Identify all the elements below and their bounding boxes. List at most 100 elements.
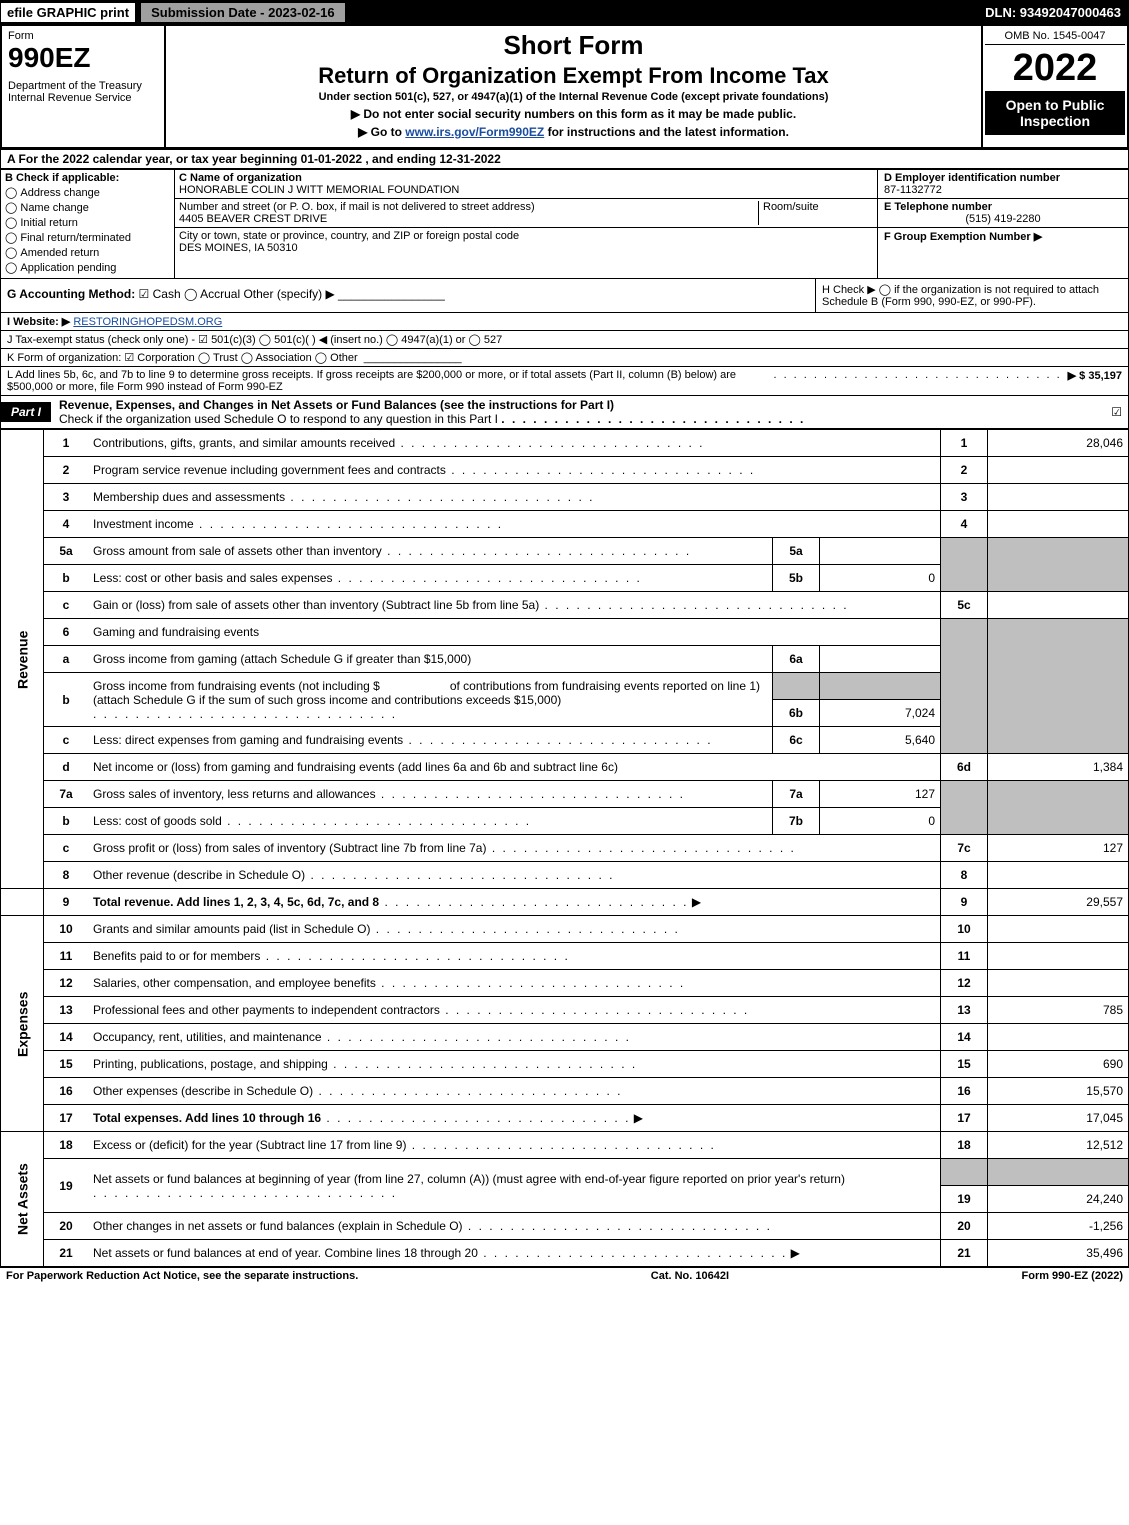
i-label: I Website: ▶ bbox=[7, 316, 70, 328]
info-grid: B Check if applicable: ◯ Address change … bbox=[0, 169, 1129, 279]
ln-5c: c bbox=[44, 592, 89, 619]
omb-number: OMB No. 1545-0047 bbox=[985, 28, 1125, 45]
k-text: K Form of organization: ☑ Corporation ◯ … bbox=[7, 352, 358, 364]
desc-9: Total revenue. Add lines 1, 2, 3, 4, 5c,… bbox=[88, 889, 941, 916]
title-box: Short Form Return of Organization Exempt… bbox=[166, 26, 983, 147]
num-1: 1 bbox=[941, 430, 988, 457]
g-other[interactable]: Other (specify) ▶ ________________ bbox=[243, 287, 444, 301]
ln-20: 20 bbox=[44, 1213, 89, 1240]
note-goto-post: for instructions and the latest informat… bbox=[544, 125, 789, 139]
form-number-box: Form 990EZ Department of the Treasury In… bbox=[2, 26, 166, 147]
num-4: 4 bbox=[941, 511, 988, 538]
desc-7b: Less: cost of goods sold bbox=[88, 808, 773, 835]
desc-5c: Gain or (loss) from sale of assets other… bbox=[88, 592, 941, 619]
num-6d: 6d bbox=[941, 754, 988, 781]
ln-18: 18 bbox=[44, 1132, 89, 1159]
val-12 bbox=[988, 970, 1129, 997]
desc-15: Printing, publications, postage, and shi… bbox=[88, 1051, 941, 1078]
ln-6a: a bbox=[44, 646, 89, 673]
num-17: 17 bbox=[941, 1105, 988, 1132]
num-20: 20 bbox=[941, 1213, 988, 1240]
sidebar-expenses: Expenses bbox=[1, 916, 44, 1132]
c-name-cell: C Name of organization HONORABLE COLIN J… bbox=[175, 170, 877, 199]
part1-checkbox[interactable]: ☑ bbox=[1105, 403, 1128, 421]
e-label: E Telephone number bbox=[884, 201, 1122, 213]
ln-21: 21 bbox=[44, 1240, 89, 1267]
row-l-gross-receipts: L Add lines 5b, 6c, and 7b to line 9 to … bbox=[0, 367, 1129, 396]
efile-label[interactable]: efile GRAPHIC print bbox=[0, 2, 136, 23]
desc-7c: Gross profit or (loss) from sales of inv… bbox=[88, 835, 941, 862]
num-3: 3 bbox=[941, 484, 988, 511]
num-15: 15 bbox=[941, 1051, 988, 1078]
irs-link[interactable]: www.irs.gov/Form990EZ bbox=[405, 125, 544, 139]
val-10 bbox=[988, 916, 1129, 943]
ln-14: 14 bbox=[44, 1024, 89, 1051]
sidebar-revenue: Revenue bbox=[1, 430, 44, 889]
desc-18: Excess or (deficit) for the year (Subtra… bbox=[88, 1132, 941, 1159]
desc-1: Contributions, gifts, grants, and simila… bbox=[88, 430, 941, 457]
desc-8: Other revenue (describe in Schedule O) bbox=[88, 862, 941, 889]
desc-3: Membership dues and assessments bbox=[88, 484, 941, 511]
short-form-title: Short Form bbox=[174, 30, 973, 61]
part1-table: Revenue 1 Contributions, gifts, grants, … bbox=[0, 429, 1129, 1267]
val-14 bbox=[988, 1024, 1129, 1051]
num-21: 21 bbox=[941, 1240, 988, 1267]
part1-header: Part I Revenue, Expenses, and Changes in… bbox=[0, 396, 1129, 429]
cb-address-change[interactable]: ◯ Address change bbox=[5, 186, 170, 199]
ln-2: 2 bbox=[44, 457, 89, 484]
h-schedule-b[interactable]: H Check ▶ ◯ if the organization is not r… bbox=[815, 279, 1128, 312]
ln-4: 4 bbox=[44, 511, 89, 538]
g-accounting: G Accounting Method: ☑ Cash ◯ Accrual Ot… bbox=[1, 279, 815, 312]
footer-cat-no: Cat. No. 10642I bbox=[651, 1270, 729, 1282]
ln-12: 12 bbox=[44, 970, 89, 997]
num-12: 12 bbox=[941, 970, 988, 997]
val-7c: 127 bbox=[988, 835, 1129, 862]
row-g-h: G Accounting Method: ☑ Cash ◯ Accrual Ot… bbox=[0, 279, 1129, 313]
desc-4: Investment income bbox=[88, 511, 941, 538]
cb-final-return[interactable]: ◯ Final return/terminated bbox=[5, 231, 170, 244]
shade-19 bbox=[941, 1159, 988, 1186]
page-footer: For Paperwork Reduction Act Notice, see … bbox=[0, 1267, 1129, 1284]
val-3 bbox=[988, 484, 1129, 511]
ln-1: 1 bbox=[44, 430, 89, 457]
num-9: 9 bbox=[941, 889, 988, 916]
l-text: L Add lines 5b, 6c, and 7b to line 9 to … bbox=[7, 369, 773, 393]
main-title: Return of Organization Exempt From Incom… bbox=[174, 63, 973, 89]
website-link[interactable]: RESTORINGHOPEDSM.ORG bbox=[73, 316, 222, 328]
l-amount: ▶ $ 35,197 bbox=[1062, 369, 1122, 393]
subval-7b: 0 bbox=[820, 808, 941, 835]
desc-13: Professional fees and other payments to … bbox=[88, 997, 941, 1024]
val-15: 690 bbox=[988, 1051, 1129, 1078]
num-19: 19 bbox=[941, 1186, 988, 1213]
sub-7a: 7a bbox=[773, 781, 820, 808]
cb-name-change[interactable]: ◯ Name change bbox=[5, 201, 170, 214]
note-goto-pre: ▶ Go to bbox=[358, 125, 405, 139]
g-cash[interactable]: ☑ Cash bbox=[139, 287, 181, 301]
val-13: 785 bbox=[988, 997, 1129, 1024]
g-accrual[interactable]: ◯ Accrual bbox=[184, 287, 240, 301]
val-8 bbox=[988, 862, 1129, 889]
ein: 87-1132772 bbox=[884, 184, 1122, 196]
cb-application-pending[interactable]: ◯ Application pending bbox=[5, 261, 170, 274]
ln-7c: c bbox=[44, 835, 89, 862]
subval-5b: 0 bbox=[820, 565, 941, 592]
submission-date: Submission Date - 2023-02-16 bbox=[140, 2, 346, 23]
num-11: 11 bbox=[941, 943, 988, 970]
city: DES MOINES, IA 50310 bbox=[179, 242, 873, 254]
cb-amended-return[interactable]: ◯ Amended return bbox=[5, 246, 170, 259]
d-label: D Employer identification number bbox=[884, 172, 1122, 184]
subval-6b: 7,024 bbox=[820, 700, 941, 727]
cb-initial-return[interactable]: ◯ Initial return bbox=[5, 216, 170, 229]
row-a-tax-year: A For the 2022 calendar year, or tax yea… bbox=[0, 149, 1129, 169]
note-goto: ▶ Go to www.irs.gov/Form990EZ for instru… bbox=[174, 125, 973, 139]
val-19: 24,240 bbox=[988, 1186, 1129, 1213]
year-box: OMB No. 1545-0047 2022 Open to Public In… bbox=[983, 26, 1127, 147]
sub-6b: 6b bbox=[773, 700, 820, 727]
footer-form-ref: Form 990-EZ (2022) bbox=[1022, 1270, 1123, 1282]
desc-5a: Gross amount from sale of assets other t… bbox=[88, 538, 773, 565]
e-tel-cell: E Telephone number (515) 419-2280 bbox=[878, 199, 1128, 228]
subtitle: Under section 501(c), 527, or 4947(a)(1)… bbox=[174, 91, 973, 103]
desc-20: Other changes in net assets or fund bala… bbox=[88, 1213, 941, 1240]
footer-left: For Paperwork Reduction Act Notice, see … bbox=[6, 1270, 358, 1282]
val-20: -1,256 bbox=[988, 1213, 1129, 1240]
